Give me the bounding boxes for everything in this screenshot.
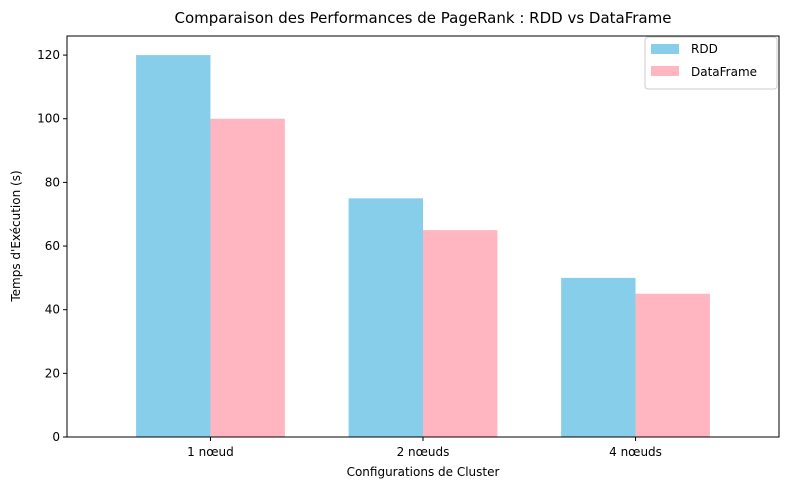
legend-label-rdd: RDD xyxy=(691,42,718,56)
bar-dataframe-2 xyxy=(635,293,710,437)
x-axis-label: Configurations de Cluster xyxy=(347,465,500,479)
x-tick-label: 4 nœuds xyxy=(609,445,662,459)
y-tick-label: 0 xyxy=(52,430,60,444)
legend-swatch-rdd xyxy=(651,44,679,54)
bar-rdd-0 xyxy=(136,55,211,437)
y-tick-label: 20 xyxy=(45,366,60,380)
bar-dataframe-1 xyxy=(423,230,498,437)
chart-title: Comparaison des Performances de PageRank… xyxy=(175,9,672,27)
y-tick-label: 80 xyxy=(45,175,60,189)
bar-rdd-2 xyxy=(561,277,636,437)
legend-label-dataframe: DataFrame xyxy=(691,65,757,79)
bar-dataframe-0 xyxy=(210,118,285,437)
x-tick-label: 2 nœuds xyxy=(397,445,450,459)
y-tick-label: 120 xyxy=(37,48,60,62)
y-tick-label: 100 xyxy=(37,112,60,126)
y-tick-label: 40 xyxy=(45,303,60,317)
x-tick-label: 1 nœud xyxy=(187,445,234,459)
y-tick-label: 60 xyxy=(45,239,60,253)
legend-swatch-dataframe xyxy=(651,66,679,76)
plot-area: 0 20 40 60 80 100 120 1 nœud 2 nœuds 4 nœuds xyxy=(37,48,710,459)
legend: RDD DataFrame xyxy=(644,36,778,90)
y-axis-label: Temps d'Exécution (s) xyxy=(9,170,23,302)
axes-frame xyxy=(66,35,780,438)
bar-rdd-1 xyxy=(348,198,423,437)
